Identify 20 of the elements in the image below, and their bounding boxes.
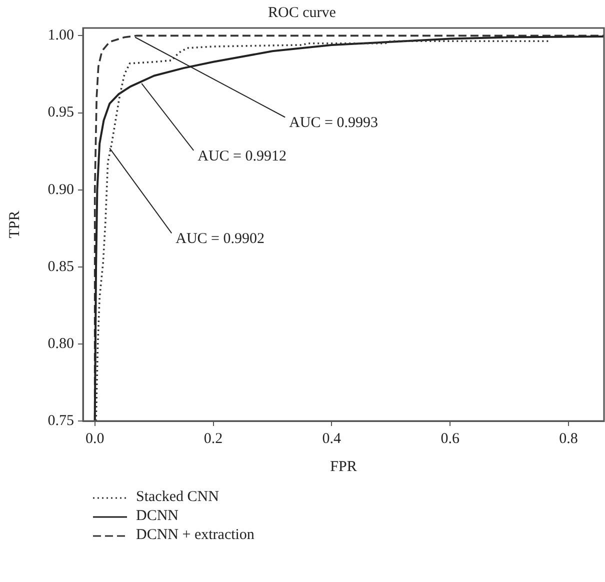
- x-tick-label: 0.2: [204, 430, 223, 447]
- y-tick-label: 0.85: [48, 258, 74, 275]
- x-tick-label: 0.8: [559, 430, 578, 447]
- legend-label: DCNN: [136, 507, 179, 526]
- annotation: AUC = 0.9993: [289, 115, 378, 132]
- x-tick-label: 0.6: [440, 430, 460, 447]
- y-axis-title: TPR: [6, 210, 23, 238]
- legend-label: Stacked CNN: [136, 488, 219, 507]
- annotation: AUC = 0.9902: [176, 231, 265, 248]
- y-tick-label: 0.95: [48, 104, 74, 121]
- annotation: AUC = 0.9912: [198, 148, 287, 164]
- x-axis-title: FPR: [330, 458, 357, 475]
- chart-title: ROC curve: [268, 4, 336, 21]
- x-tick-label: 0.0: [85, 430, 104, 447]
- y-tick-label: 0.75: [48, 412, 74, 429]
- x-tick-label: 0.4: [322, 430, 342, 447]
- y-tick-label: 1.00: [48, 28, 74, 44]
- y-tick-label: 0.80: [48, 336, 74, 352]
- y-tick-label: 0.90: [48, 182, 74, 198]
- legend-label: DCNN + extraction: [136, 526, 254, 545]
